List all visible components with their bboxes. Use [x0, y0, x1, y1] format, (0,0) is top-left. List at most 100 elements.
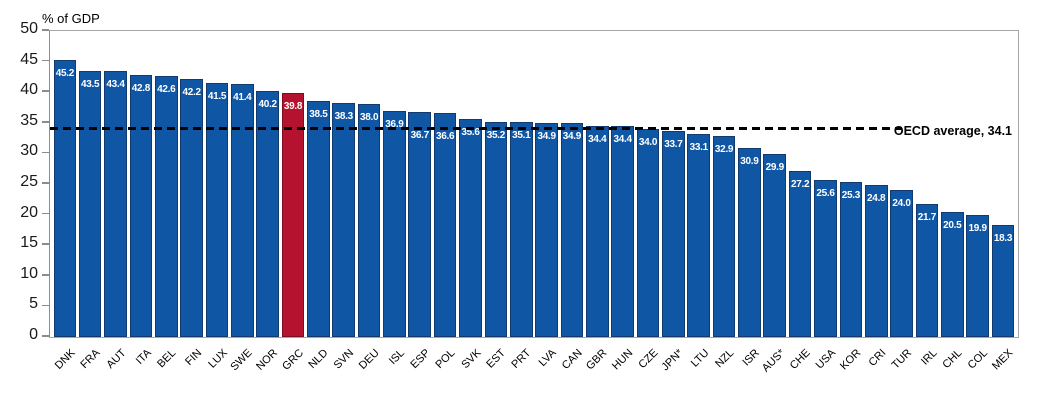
bar-PRT [509, 122, 533, 337]
bar-CRI [864, 185, 888, 337]
bar-SVK [459, 119, 482, 337]
y-axis-tick-mark [42, 243, 49, 245]
bar-EST [484, 121, 508, 337]
bar-value-label-COL: 19.9 [968, 223, 987, 235]
x-axis-label-LTU: LTU [688, 347, 712, 370]
y-axis-unit-label: % of GDP [42, 11, 100, 26]
x-axis-label-CHE: CHE [787, 347, 813, 372]
bar-IRL [915, 204, 939, 337]
bar-CHL [940, 211, 964, 337]
bar-value-label-ISR: 30.9 [740, 155, 759, 167]
y-axis-tick-label: 50 [20, 20, 38, 37]
bar-value-label-FRA: 43.5 [81, 78, 100, 90]
x-axis-label-NLD: NLD [306, 347, 331, 372]
y-axis-tick-mark [42, 121, 49, 123]
x-axis-label-AUS*: AUS* [759, 347, 788, 375]
x-axis-label-ESP: ESP [408, 347, 433, 372]
bar-value-label-TUR: 24.0 [892, 198, 911, 210]
bar-value-label-POL: 36.6 [436, 131, 455, 142]
bar-value-label-NLD: 38.5 [309, 109, 328, 121]
y-axis-tick-label: 20 [20, 203, 38, 221]
bar-value-label-FIN: 42.2 [182, 86, 201, 98]
plot-area: 45.2 DNK 43.5 FRA 43.4 AUT 42.8 ITA 42.6 BEL 42.2 F… [49, 30, 1019, 375]
x-axis-label-IRL: IRL [918, 347, 940, 368]
bar-POL [433, 113, 457, 337]
x-axis-label-KOR: KOR [837, 347, 864, 373]
x-axis-label-GRC: GRC [279, 347, 306, 373]
bar-value-label-BEL: 42.6 [157, 84, 176, 96]
x-axis-label-CAN: CAN [559, 347, 585, 372]
bar-SVN [332, 102, 356, 337]
bar-DEU [357, 104, 381, 337]
bar-value-label-PRT: 35.1 [512, 130, 531, 142]
y-axis-tick-mark [42, 335, 49, 337]
bar-DNK [53, 60, 77, 337]
bar-NLD [307, 101, 330, 337]
bar-value-label-SVN: 38.3 [334, 110, 354, 122]
x-axis-label-DNK: DNK [52, 347, 78, 372]
x-axis-label-COL: COL [965, 347, 991, 372]
bar-ITA [129, 75, 153, 337]
bar-value-label-CHL: 20.5 [943, 219, 962, 231]
bar-SWE [230, 83, 254, 337]
bar-value-label-USA: 25.6 [816, 188, 835, 200]
x-axis-label-MEX: MEX [990, 347, 1016, 373]
bar-value-label-AUS*: 29.9 [765, 162, 785, 173]
x-axis-label-SVN: SVN [331, 347, 357, 372]
bar-COL [966, 215, 989, 337]
average-dashed-line [50, 126, 902, 130]
x-axis-label-SWE: SWE [228, 347, 255, 374]
x-axis-label-BEL: BEL [155, 347, 179, 371]
x-axis-label-POL: POL [433, 347, 458, 372]
x-axis-label-CRI: CRI [866, 347, 889, 369]
x-axis-label-LVA: LVA [537, 347, 560, 370]
bar-LUX [205, 83, 229, 337]
y-axis-tick-label: 45 [20, 50, 38, 68]
bar-value-label-GRC: 39.8 [283, 101, 303, 113]
x-axis-label-USA: USA [813, 347, 838, 372]
bar-value-label-JPN*: 33.7 [664, 138, 683, 150]
x-axis-label-CHL: CHL [940, 347, 965, 372]
bar-value-label-HUN: 34.4 [613, 134, 633, 146]
bar-ESP [408, 112, 432, 337]
x-axis-label-EST: EST [484, 347, 509, 371]
x-axis-label-JPN*: JPN* [659, 347, 686, 374]
bar-value-label-NOR: 40.2 [258, 98, 278, 110]
bar-value-label-ISL: 36.9 [385, 119, 404, 131]
x-axis-label-NZL: NZL [713, 347, 737, 371]
bar-value-label-CZE: 34.0 [638, 136, 658, 148]
bar-GBR [585, 126, 609, 337]
bar-KOR [839, 182, 863, 337]
bar-CZE [636, 128, 660, 337]
average-line-label: OECD average, 34.1 [893, 124, 1012, 139]
y-axis-tick-mark [42, 182, 49, 184]
x-axis-label-CZE: CZE [636, 347, 661, 372]
bar-CHE [788, 170, 812, 337]
y-axis-tick-label: 30 [20, 142, 38, 160]
bar-value-label-NZL: 32.9 [714, 143, 734, 155]
bar-value-label-DNK: 45.2 [55, 68, 75, 80]
bar-LTU [687, 134, 711, 337]
bar-NZL [712, 135, 736, 337]
x-axis-label-ITA: ITA [133, 347, 154, 368]
bar-value-label-CRI: 24.8 [867, 193, 886, 205]
bar-FRA [78, 70, 102, 337]
bar-value-label-SWE: 41.4 [233, 91, 252, 103]
bar-CAN [560, 123, 584, 337]
bar-USA [814, 180, 837, 337]
bar-value-label-MEX: 18.3 [993, 233, 1013, 244]
x-axis-label-AUT: AUT [103, 347, 129, 372]
y-axis-tick-label: 35 [20, 111, 38, 129]
x-axis-label-SVK: SVK [458, 347, 484, 372]
x-axis-label-HUN: HUN [609, 347, 636, 373]
bar-value-label-CHE: 27.2 [790, 178, 810, 190]
y-axis-tick-mark [42, 212, 49, 215]
y-axis-tick-label: 5 [29, 295, 38, 313]
x-axis-label-TUR: TUR [889, 347, 915, 372]
y-axis-tick-label: 10 [20, 264, 38, 282]
y-axis-tick-label: 15 [20, 234, 38, 252]
x-axis-label-FIN: FIN [183, 347, 205, 369]
bar-NOR [256, 90, 279, 337]
y-axis-tick-mark [42, 59, 49, 62]
